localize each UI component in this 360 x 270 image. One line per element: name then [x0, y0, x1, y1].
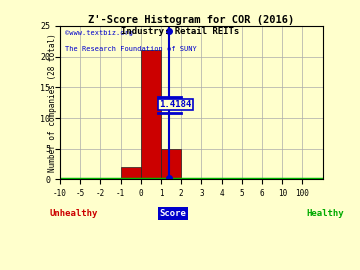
Text: Unhealthy: Unhealthy [49, 209, 98, 218]
Text: The Research Foundation of SUNY: The Research Foundation of SUNY [65, 46, 197, 52]
Bar [141, 50, 161, 180]
Text: 1.4184: 1.4184 [159, 100, 192, 109]
Text: ©www.textbiz.org: ©www.textbiz.org [65, 31, 133, 36]
Text: Industry: Retail REITs: Industry: Retail REITs [121, 27, 239, 36]
Text: Score: Score [160, 209, 186, 218]
Bar [121, 167, 141, 180]
Title: Z'-Score Histogram for COR (2016): Z'-Score Histogram for COR (2016) [88, 15, 294, 25]
Bar [161, 149, 181, 180]
Y-axis label: Number of companies (28 total): Number of companies (28 total) [48, 33, 57, 172]
Text: Healthy: Healthy [306, 209, 344, 218]
